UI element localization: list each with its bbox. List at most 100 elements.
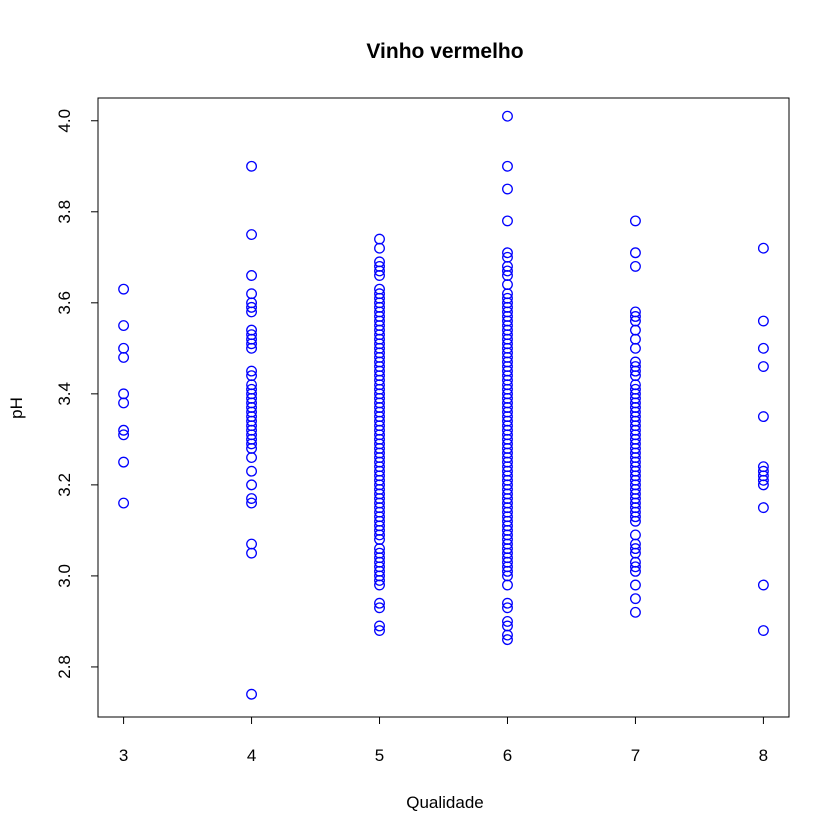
data-point xyxy=(629,311,641,322)
data-point xyxy=(502,279,513,291)
data-points xyxy=(118,110,769,700)
data-point xyxy=(502,160,513,172)
data-point xyxy=(374,602,385,614)
data-point xyxy=(374,242,385,254)
x-tick-label: 3 xyxy=(119,746,128,765)
data-point xyxy=(246,324,258,336)
data-point xyxy=(118,456,130,468)
data-point xyxy=(246,538,258,550)
data-point xyxy=(246,365,258,377)
x-tick-label: 4 xyxy=(247,746,256,765)
data-point xyxy=(502,247,513,259)
y-tick-label: 3.0 xyxy=(55,564,74,588)
data-point xyxy=(118,429,130,441)
data-point xyxy=(374,288,385,300)
data-point xyxy=(246,383,258,395)
data-point xyxy=(374,260,385,272)
data-point xyxy=(629,247,641,259)
data-point xyxy=(629,593,641,605)
data-point xyxy=(118,351,130,363)
data-point xyxy=(502,602,513,614)
data-point xyxy=(757,461,769,473)
data-point xyxy=(502,620,513,632)
data-point xyxy=(757,579,769,591)
data-point xyxy=(118,283,130,295)
y-tick-label: 3.8 xyxy=(55,200,74,224)
data-point xyxy=(502,215,513,227)
data-point xyxy=(757,342,769,354)
data-point xyxy=(246,329,258,341)
x-tick-label: 8 xyxy=(759,746,768,765)
data-point xyxy=(629,579,641,591)
x-tick-label: 7 xyxy=(631,746,640,765)
data-point xyxy=(757,315,769,327)
data-point xyxy=(246,688,258,700)
data-point xyxy=(757,242,769,254)
data-point xyxy=(246,465,258,477)
y-tick-label: 2.8 xyxy=(55,655,74,679)
data-point xyxy=(246,288,258,300)
data-point xyxy=(374,256,385,268)
data-point xyxy=(757,465,769,477)
y-tick-label: 3.4 xyxy=(55,382,74,406)
data-point xyxy=(502,292,513,304)
data-point xyxy=(502,251,513,263)
data-point xyxy=(246,547,258,559)
data-point xyxy=(502,597,513,609)
data-point xyxy=(629,342,641,354)
data-point xyxy=(502,265,513,277)
data-point xyxy=(374,625,385,636)
plot-frame xyxy=(97,97,790,718)
data-point xyxy=(757,361,769,372)
y-axis-label: pH xyxy=(7,397,26,419)
x-axis: 3 4 5 6 7 8 xyxy=(119,716,768,765)
x-tick-label: 5 xyxy=(375,746,384,765)
data-point xyxy=(118,497,130,509)
data-point xyxy=(374,547,385,559)
data-point xyxy=(629,361,641,372)
data-point xyxy=(246,229,258,240)
data-point xyxy=(246,160,258,172)
data-point xyxy=(502,183,513,195)
data-point xyxy=(246,479,258,491)
data-point xyxy=(629,324,641,336)
data-point xyxy=(246,497,258,509)
data-point xyxy=(757,502,769,514)
x-axis-label: Qualidade xyxy=(406,793,484,812)
data-point xyxy=(374,233,385,245)
data-point xyxy=(118,388,130,400)
data-point xyxy=(629,529,641,541)
data-point xyxy=(629,215,641,227)
data-point xyxy=(118,342,130,354)
data-point xyxy=(757,625,769,636)
y-tick-label: 3.6 xyxy=(55,291,74,315)
y-tick-label: 4.0 xyxy=(55,109,74,133)
data-point xyxy=(374,597,385,609)
y-axis: 2.8 3.0 3.2 3.4 3.6 3.8 4.0 xyxy=(55,109,99,679)
chart-title: Vinho vermelho xyxy=(366,40,523,63)
data-point xyxy=(629,383,641,395)
data-point xyxy=(629,356,641,368)
y-tick-label: 3.2 xyxy=(55,473,74,497)
data-point xyxy=(629,260,641,272)
data-point xyxy=(757,411,769,423)
data-point xyxy=(629,606,641,618)
data-point xyxy=(629,561,641,573)
data-point xyxy=(502,615,513,627)
data-point xyxy=(246,452,258,464)
x-tick-label: 6 xyxy=(503,746,512,765)
data-point xyxy=(246,493,258,504)
data-point xyxy=(374,283,385,295)
data-point xyxy=(502,579,513,591)
data-point xyxy=(629,333,641,345)
data-point xyxy=(629,306,641,318)
data-point xyxy=(374,620,385,632)
data-point xyxy=(246,270,258,281)
data-point xyxy=(246,370,258,382)
data-point xyxy=(118,397,130,409)
data-point xyxy=(118,320,130,332)
data-point xyxy=(629,543,641,555)
data-point xyxy=(502,634,513,646)
data-point xyxy=(502,110,513,122)
